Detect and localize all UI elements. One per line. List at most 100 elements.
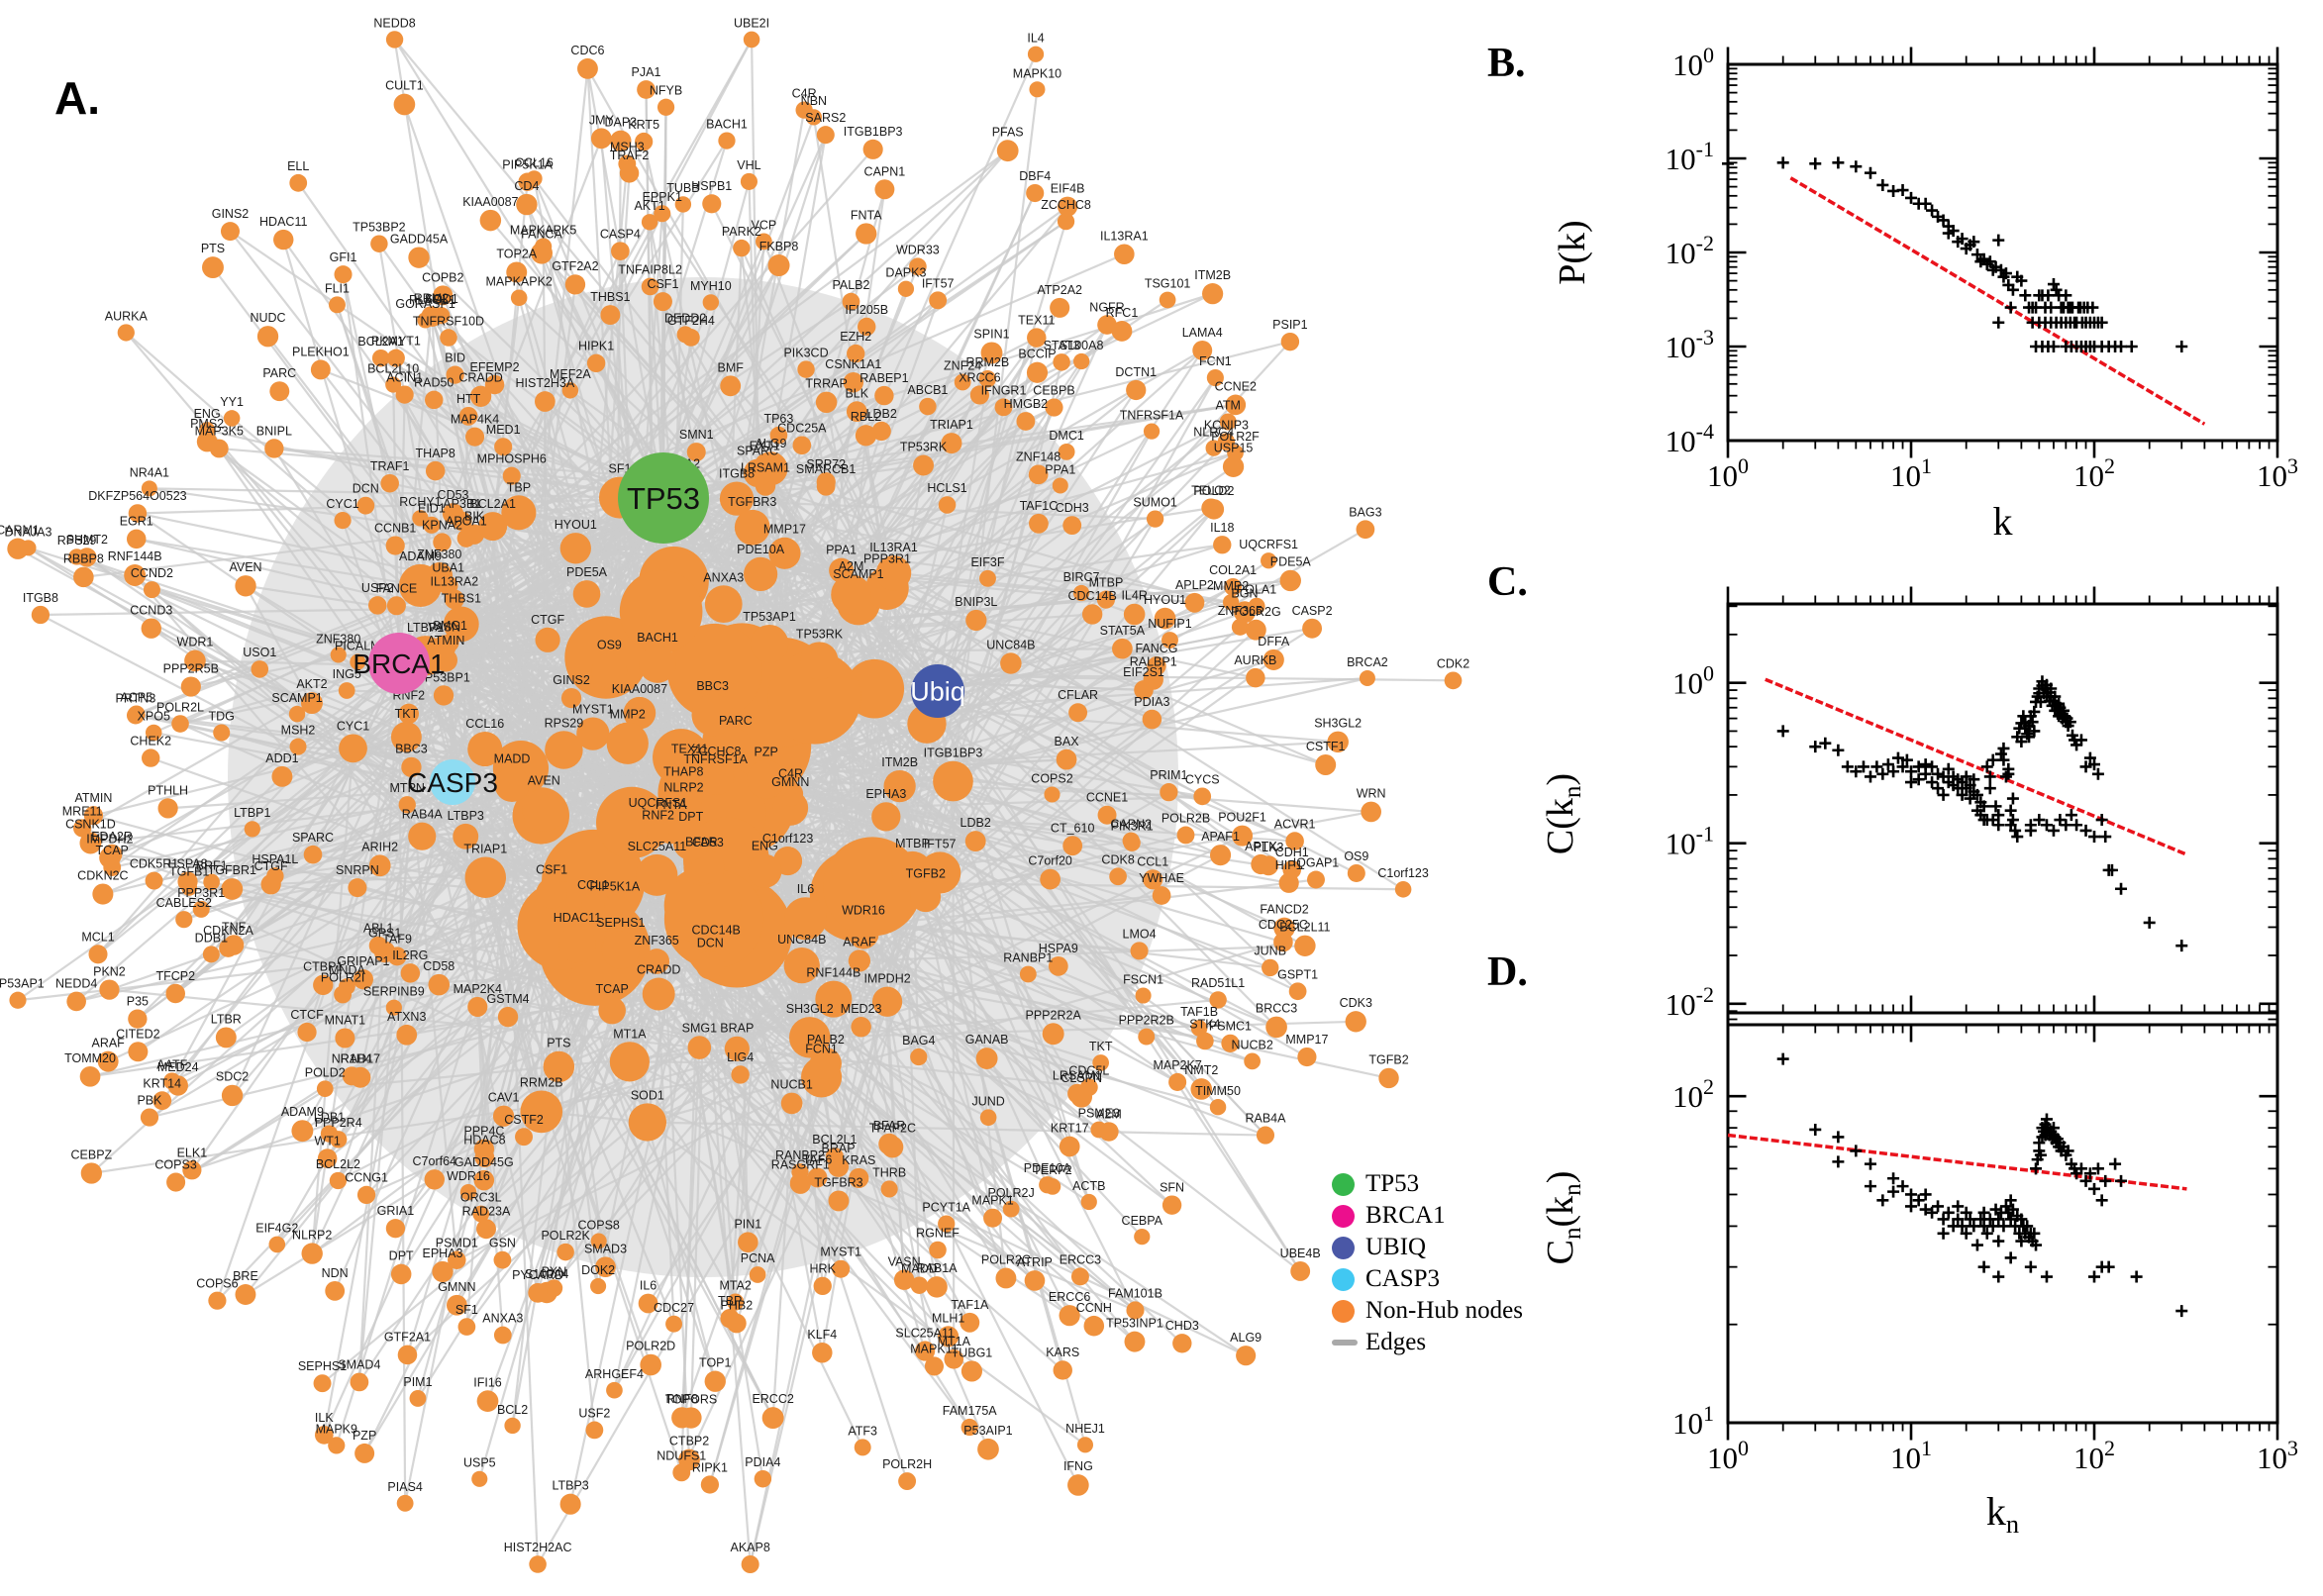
network-node	[424, 390, 444, 410]
network-node	[202, 256, 224, 279]
network-node	[637, 80, 656, 99]
gene-label: WDR16	[447, 1169, 490, 1183]
network-node	[1190, 1020, 1208, 1037]
network-edge	[613, 998, 835, 1391]
network-node	[1176, 826, 1195, 845]
network-node	[73, 566, 94, 588]
gene-label: POLR2H	[882, 1457, 932, 1471]
network-edge	[380, 356, 664, 499]
gene-label: BRF1	[196, 859, 228, 873]
gene-label: POLR2C	[981, 1253, 1031, 1267]
network-node	[1279, 569, 1301, 592]
network-edge	[821, 690, 940, 1353]
network-node	[1058, 443, 1075, 460]
gene-label: CCL16	[515, 155, 554, 169]
network-node	[674, 196, 692, 213]
network-node	[893, 1269, 915, 1290]
gene-label: CTBP1	[303, 960, 343, 974]
network-node	[339, 734, 367, 763]
gene-label: CABLES2	[156, 896, 212, 910]
network-node	[1028, 464, 1049, 485]
gene-label: CDKN2A	[203, 924, 253, 938]
gene-label: CRADD	[458, 371, 502, 385]
gene-label: AATF	[156, 1057, 187, 1071]
network-node	[1044, 1178, 1061, 1195]
network-node	[577, 57, 598, 79]
data-point-marker	[1952, 1200, 1965, 1213]
axis-tick-label: 10-1	[1666, 822, 1714, 861]
network-node	[871, 802, 901, 832]
network-edge	[661, 181, 751, 499]
data-point-marker	[1864, 166, 1876, 179]
gene-label: COPS3	[154, 1158, 196, 1172]
legend-item: CASP3	[1332, 1263, 1523, 1295]
network-node	[842, 292, 860, 311]
gene-label: RAD51L1	[1191, 976, 1245, 990]
gene-label: CCND3	[130, 603, 172, 617]
axis-tick-label: 10-1	[1666, 137, 1714, 176]
network-edge	[395, 356, 664, 499]
gene-label: PPA1	[1045, 462, 1075, 476]
gene-label: MMP2	[1213, 579, 1249, 593]
network-node	[471, 1470, 488, 1487]
network-edge	[210, 646, 446, 955]
gene-label: BBC3	[395, 743, 428, 756]
network-node	[1184, 592, 1205, 613]
gene-label: CFLAR	[1058, 688, 1098, 702]
network-edge	[563, 544, 1223, 751]
network-node	[464, 856, 507, 899]
network-node	[996, 140, 1019, 162]
network-node	[727, 1293, 745, 1311]
gene-label: PPP4C	[463, 1124, 504, 1138]
data-point-marker	[1977, 1260, 1990, 1273]
gene-label: EZH2	[840, 330, 871, 344]
network-node	[271, 765, 293, 787]
legend-item: BRCA1	[1332, 1200, 1523, 1232]
network-node	[400, 963, 421, 983]
data-point-marker	[2115, 341, 2128, 352]
data-point-marker	[2047, 278, 2060, 291]
network-node	[397, 1345, 418, 1365]
network-edge	[270, 781, 454, 886]
gene-label: AVEN	[229, 560, 261, 574]
network-edge	[27, 547, 454, 783]
network-node	[1053, 353, 1070, 371]
network-edge	[174, 781, 454, 995]
network-node	[492, 1105, 515, 1127]
network-node	[761, 1407, 784, 1430]
network-node	[828, 1190, 850, 1212]
network-node	[338, 682, 355, 699]
network-node	[177, 871, 198, 892]
network-node	[598, 996, 626, 1025]
network-node	[1134, 1229, 1151, 1246]
network-node	[1273, 932, 1293, 952]
gene-label: PPP2R2B	[1119, 1014, 1174, 1028]
data-point-marker	[1919, 1188, 1932, 1201]
network-node	[401, 756, 422, 778]
network-node	[813, 1276, 832, 1296]
network-edge	[762, 241, 940, 692]
gene-label: BGN	[1231, 586, 1258, 600]
axis-tick-label: 102	[2073, 1436, 2115, 1475]
gene-label: ERCC2	[752, 1392, 793, 1406]
gene-label: LDB2	[866, 407, 897, 421]
gene-label: TCAP	[96, 844, 129, 857]
gene-label: USF2	[578, 1407, 610, 1421]
network-edge	[937, 389, 1138, 692]
network-node	[535, 627, 560, 652]
network-node	[1297, 1047, 1317, 1067]
network-node	[1029, 513, 1049, 534]
network-node	[1190, 1078, 1213, 1100]
gene-label: ATMIN	[74, 791, 112, 805]
network-node	[473, 1169, 495, 1191]
gene-label: ELL	[287, 159, 309, 173]
network-node	[789, 1172, 811, 1194]
gene-label: GADD45A	[390, 232, 449, 246]
network-node	[1045, 398, 1063, 417]
network-edge	[75, 497, 664, 1003]
data-point-marker	[1850, 1145, 1863, 1157]
data-point-marker	[2047, 824, 2060, 837]
network-node	[671, 756, 708, 793]
network-edge	[662, 220, 1067, 499]
gene-label: CSF1	[647, 277, 678, 291]
